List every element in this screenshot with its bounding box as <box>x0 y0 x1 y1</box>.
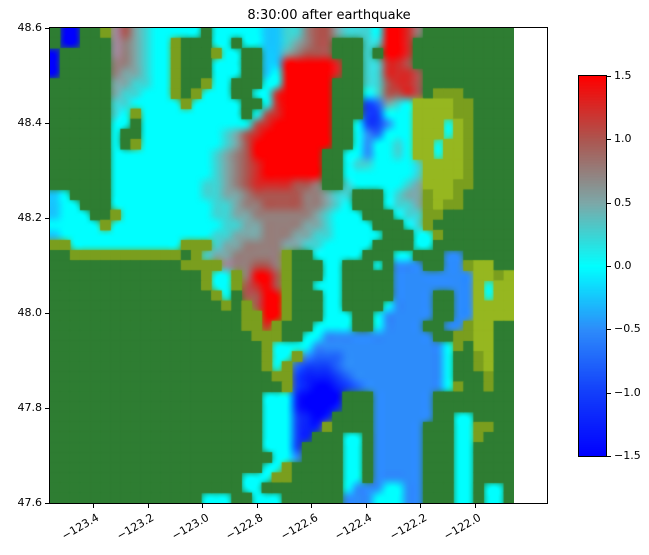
y-tick-mark <box>45 503 49 504</box>
colorbar-tick-mark <box>607 329 611 331</box>
x-tick-label: −123.0 <box>168 511 211 543</box>
y-tick-label: 47.8 <box>17 401 43 414</box>
colorbar-tick-mark <box>607 266 611 267</box>
colorbar-tick-label: −1.5 <box>614 449 641 462</box>
colorbar <box>578 75 607 457</box>
colorbar-tick-mark <box>607 392 611 394</box>
x-tick-label: −122.4 <box>332 511 375 543</box>
x-tick-label: −123.2 <box>114 511 157 543</box>
colorbar-gradient <box>579 76 606 456</box>
x-tick-label: −122.0 <box>441 511 484 543</box>
y-tick-mark <box>45 218 49 219</box>
y-tick-mark <box>45 313 49 314</box>
x-tick-mark <box>311 504 313 508</box>
plot-area <box>49 27 548 504</box>
x-tick-mark <box>93 504 95 508</box>
x-tick-mark <box>474 504 476 508</box>
y-tick-label: 48.6 <box>17 21 43 34</box>
colorbar-tick-mark <box>607 456 611 457</box>
y-tick-mark <box>45 28 49 29</box>
heatmap-canvas <box>50 28 514 503</box>
colorbar-tick-label: 0.0 <box>614 259 632 272</box>
x-tick-mark <box>147 504 149 508</box>
y-tick-label: 48.4 <box>17 116 43 129</box>
x-tick-label: −122.2 <box>387 511 429 543</box>
x-tick-mark <box>202 504 204 508</box>
colorbar-tick-mark <box>607 202 611 204</box>
y-tick-label: 48.0 <box>17 306 43 319</box>
x-tick-label: −122.8 <box>223 511 266 543</box>
y-tick-mark <box>45 123 49 124</box>
colorbar-tick-label: 0.5 <box>614 195 632 209</box>
chart-title: 8:30:00 after earthquake <box>247 8 411 23</box>
y-tick-label: 47.6 <box>17 496 43 509</box>
x-tick-label: −122.6 <box>278 511 320 543</box>
y-tick-label: 48.2 <box>17 211 43 224</box>
colorbar-tick-label: −1.0 <box>614 385 641 399</box>
y-tick-mark <box>45 408 49 409</box>
x-tick-mark <box>256 504 258 508</box>
colorbar-tick-mark <box>607 76 611 77</box>
x-tick-mark <box>365 504 367 508</box>
colorbar-tick-label: 1.5 <box>614 69 632 82</box>
colorbar-tick-label: −0.5 <box>614 322 641 336</box>
colorbar-tick-label: 1.0 <box>614 132 632 146</box>
x-tick-label: −123.4 <box>59 511 102 543</box>
x-tick-mark <box>420 504 422 508</box>
colorbar-tick-mark <box>607 139 611 141</box>
